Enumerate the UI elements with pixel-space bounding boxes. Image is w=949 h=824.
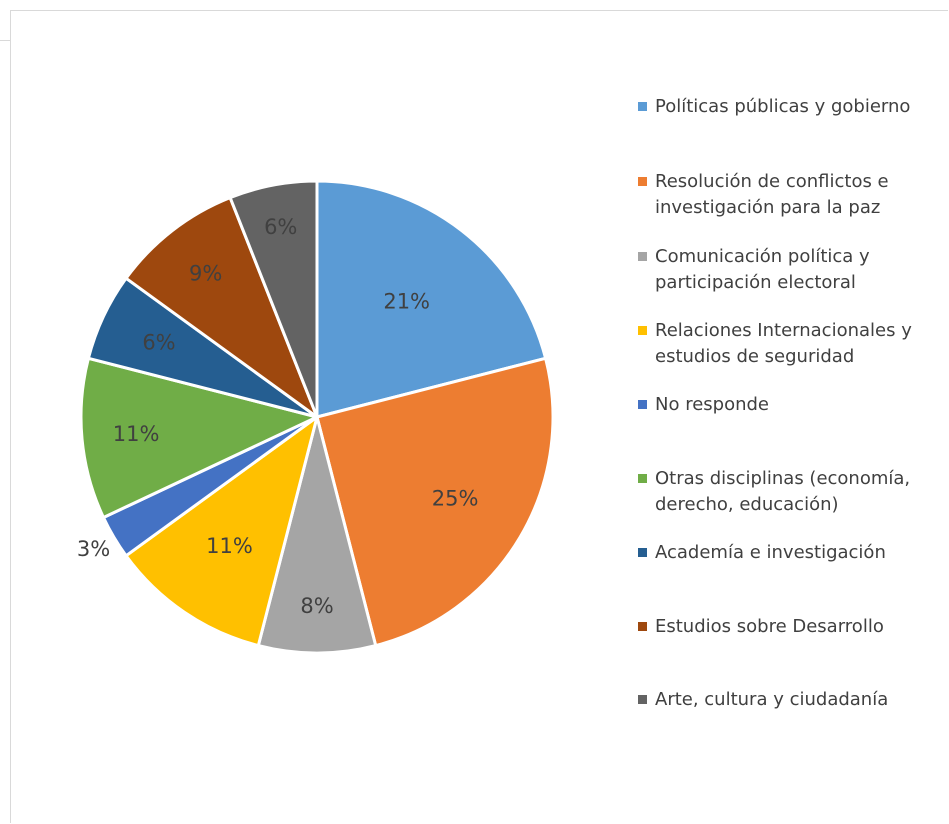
legend-swatch [638, 548, 647, 557]
legend-swatch [638, 102, 647, 111]
legend-label-line: Academía e investigación [655, 542, 886, 563]
slice-percent-label: 11% [206, 534, 253, 558]
legend-label-line: Arte, cultura y ciudadanía [655, 689, 889, 710]
legend-label: Resolución de conflictos e investigación … [655, 169, 889, 221]
slice-percent-label: 25% [432, 487, 479, 511]
legend-label-line: estudios de seguridad [655, 346, 855, 367]
pie-slice [315, 356, 555, 648]
legend-swatch [638, 252, 647, 261]
legend-label-line: Políticas públicas y gobierno [655, 96, 911, 117]
legend-label-line: Comunicación política y [655, 246, 870, 267]
slice-percent-label: 21% [383, 289, 430, 313]
legend-label-line: Resolución de conflictos e [655, 171, 889, 192]
legend-label: Políticas públicas y gobierno [655, 94, 910, 120]
legend-label-line: Relaciones Internacionales y [655, 320, 912, 341]
legend-swatch [638, 177, 647, 186]
legend-item: Arte, cultura y ciudadanía [638, 687, 888, 713]
legend-swatch [638, 622, 647, 631]
legend-item: No responde [638, 392, 769, 418]
legend-item: Políticas públicas y gobierno [638, 94, 910, 120]
slice-percent-label: 6% [264, 215, 297, 239]
slice-percent-label: 6% [142, 331, 175, 355]
legend-label: Comunicación política y participación ele… [655, 244, 870, 296]
legend-swatch [638, 326, 647, 335]
slice-percent-label: 8% [300, 594, 333, 618]
legend-item: Otras disciplinas (economía, derecho, edu… [638, 466, 910, 518]
chart-frame [10, 10, 948, 823]
legend-swatch [638, 474, 647, 483]
slice-percent-label: 9% [189, 261, 222, 285]
legend-item: Relaciones Internacionales y estudios de … [638, 318, 912, 370]
legend-label-line: Estudios sobre Desarrollo [655, 616, 884, 637]
pie-slice [228, 179, 319, 419]
outer-divider [0, 40, 10, 41]
legend-item: Comunicación política y participación ele… [638, 244, 870, 296]
pie-slice [315, 179, 548, 419]
legend-label: Arte, cultura y ciudadanía [655, 687, 888, 713]
legend-label-line: Otras disciplinas (economía, [655, 468, 911, 489]
legend-swatch [638, 695, 647, 704]
legend-label-line: derecho, educación) [655, 494, 839, 515]
legend-label-line: investigación para la paz [655, 197, 881, 218]
slice-percent-label: 3% [77, 537, 110, 561]
legend-label: Otras disciplinas (economía, derecho, edu… [655, 466, 910, 518]
pie-slice [79, 356, 319, 519]
legend-label: Relaciones Internacionales y estudios de … [655, 318, 912, 370]
legend-item: Estudios sobre Desarrollo [638, 614, 884, 640]
legend-label-line: participación electoral [655, 272, 856, 293]
legend-swatch [638, 400, 647, 409]
legend-label: Estudios sobre Desarrollo [655, 614, 884, 640]
legend-item: Resolución de conflictos e investigación … [638, 169, 889, 221]
legend-item: Academía e investigación [638, 540, 886, 566]
pie-slice [256, 415, 378, 655]
legend-label: No responde [655, 392, 769, 418]
pie-slice [124, 415, 319, 648]
legend-label-line: No responde [655, 394, 770, 415]
pie-slice [124, 196, 319, 419]
slice-percent-label: 11% [113, 422, 160, 446]
legend-label: Academía e investigación [655, 540, 886, 566]
